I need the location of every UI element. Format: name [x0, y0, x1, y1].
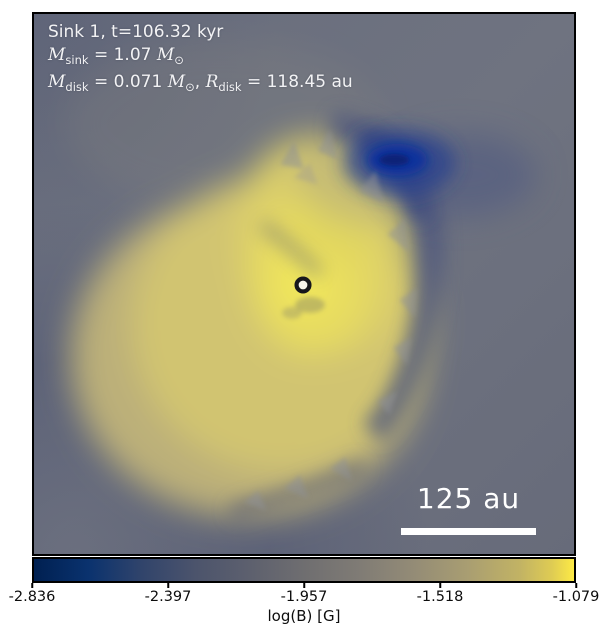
annotation-line-1: Sink 1, t=106.32 kyr [48, 22, 224, 42]
field-map [34, 14, 574, 554]
colorbar-gradient [32, 557, 576, 583]
colorbar-tick [303, 583, 305, 588]
colorbar-tick-label: -1.518 [416, 589, 464, 605]
colorbar-axis-label: log(B) [G] [267, 607, 341, 625]
disk-high-b-region [70, 136, 430, 518]
colorbar-tick-label: -1.079 [552, 589, 600, 605]
colorbar-tick [439, 583, 441, 588]
sink-shadow-wisps [282, 296, 325, 319]
colorbar-tick-label: -2.836 [8, 589, 56, 605]
colorbar-tick [575, 583, 577, 588]
colorbar-tick-label: -1.957 [280, 589, 328, 605]
colorbar-tick [31, 583, 33, 588]
colorbar-tick-label: -2.397 [144, 589, 192, 605]
low-b-cavity [343, 130, 536, 217]
scale-bar [401, 528, 536, 535]
colorbar-ticks [31, 583, 577, 589]
annotation-line-3: Mdisk = 0.071 M⊙, Rdisk = 118.45 au [48, 72, 353, 94]
colorbar-tick [167, 583, 169, 588]
scale-bar-label: 125 au [416, 482, 521, 515]
sink-marker [294, 276, 312, 294]
annotation-line-2: Msink = 1.07 M⊙ [48, 44, 184, 67]
plot-area: Sink 1, t=106.32 kyr Msink = 1.07 M⊙ Mdi… [32, 12, 576, 556]
colorbar-tick-labels: -2.836 -2.397 -1.957 -1.518 -1.079 [9, 589, 600, 605]
annotation-block: Sink 1, t=106.32 kyr Msink = 1.07 M⊙ Mdi… [48, 21, 353, 99]
rim-artifacts [244, 129, 418, 511]
